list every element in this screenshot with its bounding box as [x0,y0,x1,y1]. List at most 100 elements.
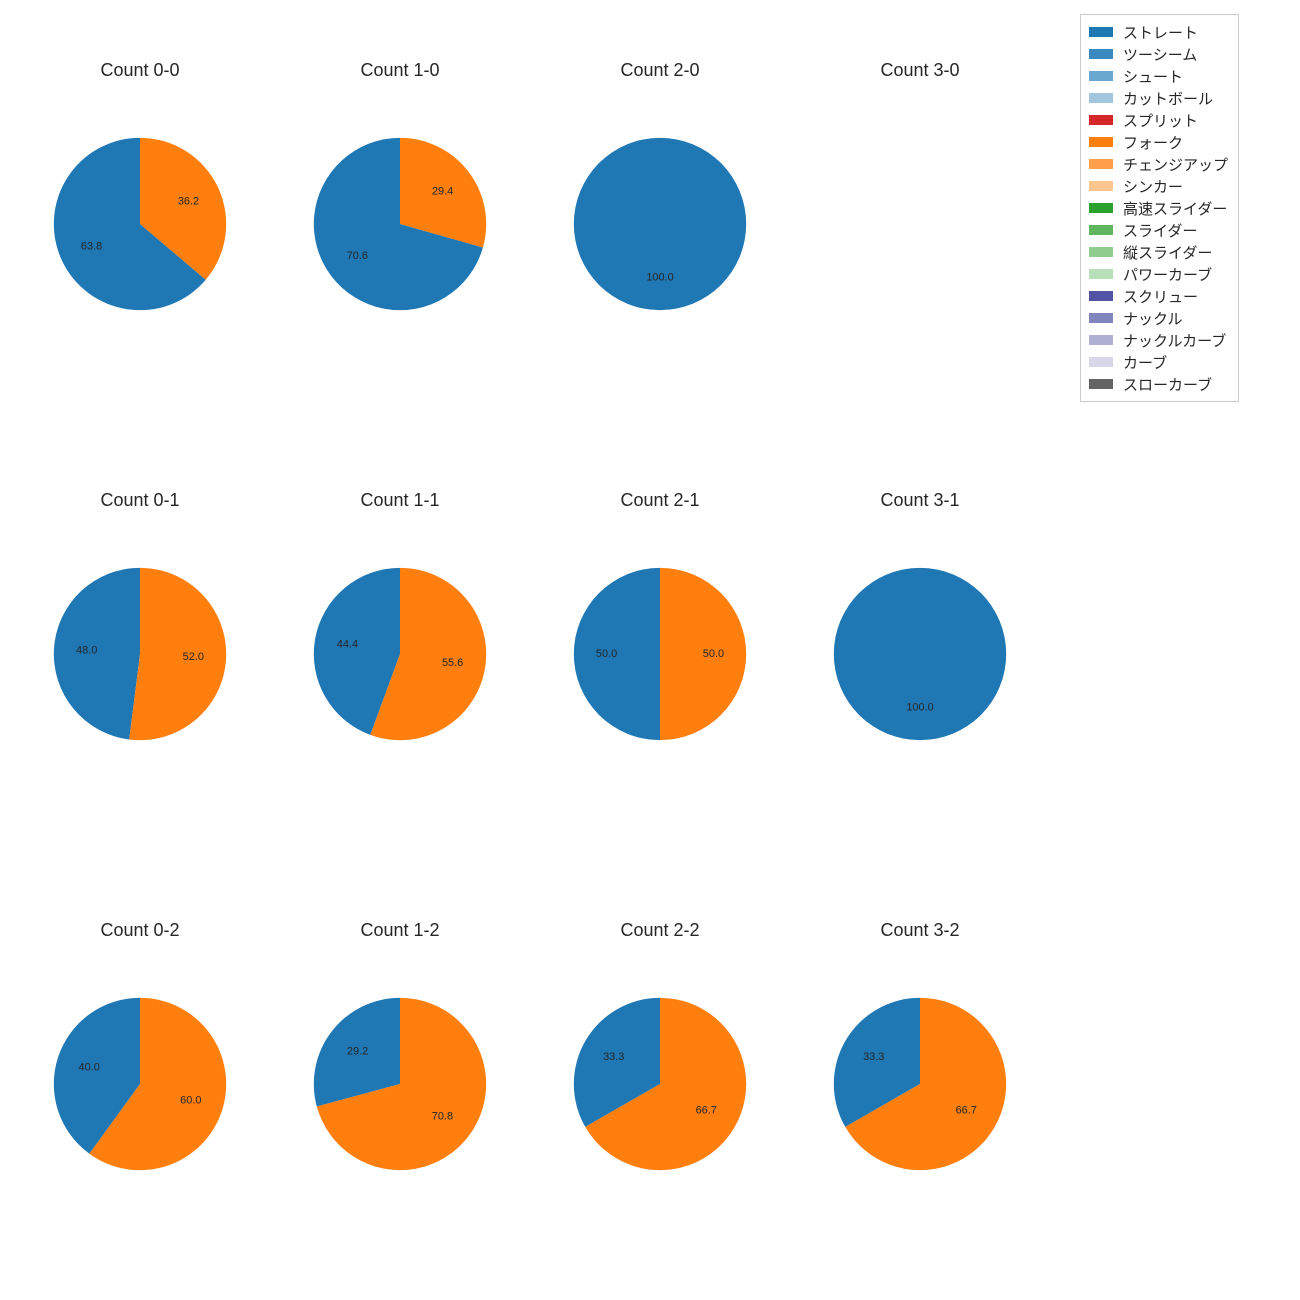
pie-slice-label: 50.0 [703,648,724,660]
legend-swatch [1089,225,1113,235]
legend-label: カットボール [1123,88,1213,109]
legend-swatch [1089,115,1113,125]
pie-slice-label: 36.2 [178,195,199,207]
legend-label: スクリュー [1123,286,1198,307]
legend-item: フォーク [1089,131,1228,153]
legend-swatch [1089,357,1113,367]
pie-slice-label: 60.0 [180,1094,201,1106]
pie-slice-label: 55.6 [442,657,463,669]
pie-slice-label: 52.0 [183,651,204,663]
legend-item: ストレート [1089,21,1228,43]
legend-item: カーブ [1089,351,1228,373]
legend-label: スプリット [1123,110,1198,131]
legend-item: カットボール [1089,87,1228,109]
legend-swatch [1089,291,1113,301]
legend-swatch [1089,159,1113,169]
legend-swatch [1089,379,1113,389]
legend-label: カーブ [1123,352,1167,373]
pie-panel: Count 0-240.060.0 [10,920,270,1260]
legend-item: ナックルカーブ [1089,329,1228,351]
legend-item: スプリット [1089,109,1228,131]
legend-label: チェンジアップ [1123,154,1228,175]
legend-label: スライダー [1123,220,1197,241]
pie-slice-label: 70.8 [432,1110,453,1122]
pie-wrap: 100.0 [790,524,1050,784]
pie-slice-label: 100.0 [906,701,933,713]
legend-item: シンカー [1089,175,1228,197]
pie-slice [129,568,226,740]
legend-label: パワーカーブ [1123,264,1212,285]
legend-label: シュート [1123,66,1183,87]
pie-slice-label: 70.6 [347,250,368,262]
legend: ストレートツーシームシュートカットボールスプリットフォークチェンジアップシンカー… [1080,14,1239,402]
pie-wrap: 50.0 50.0 [530,524,790,784]
pie-panel: Count 1-229.270.8 [270,920,530,1260]
legend-swatch [1089,49,1113,59]
legend-label: ナックルカーブ [1123,330,1226,351]
pie-panel: Count 3-1100.0 [790,490,1050,830]
pie-slice-label: 66.7 [696,1105,717,1117]
pie-wrap [790,94,1050,354]
legend-label: シンカー [1123,176,1183,197]
pie-slice-label: 40.0 [79,1061,100,1073]
legend-item: パワーカーブ [1089,263,1228,285]
pie-wrap: 33.3 66.7 [790,954,1050,1214]
pie-wrap: 29.2 70.8 [270,954,530,1214]
pie-panel: Count 2-150.050.0 [530,490,790,830]
chart-canvas: Count 0-063.836.2Count 1-070.629.4Count … [0,0,1300,1300]
legend-swatch [1089,203,1113,213]
pie-wrap: 44.4 55.6 [270,524,530,784]
legend-label: ナックル [1123,308,1183,329]
pie-panel: Count 1-144.455.6 [270,490,530,830]
pie-slice [834,568,1006,740]
pie-slice-label: 29.2 [347,1045,368,1057]
legend-label: 縦スライダー [1123,242,1212,263]
pie-panel: Count 3-233.366.7 [790,920,1050,1260]
pie-wrap: 70.6 29.4 [270,94,530,354]
legend-swatch [1089,137,1113,147]
pie-slice-label: 29.4 [432,186,453,198]
pie-slice-label: 33.3 [603,1051,624,1063]
legend-item: スクリュー [1089,285,1228,307]
legend-label: ストレート [1123,22,1198,43]
legend-item: 縦スライダー [1089,241,1228,263]
legend-swatch [1089,71,1113,81]
pie-slice-label: 63.8 [81,240,102,252]
legend-swatch [1089,181,1113,191]
pie-wrap: 48.0 52.0 [10,524,270,784]
legend-item: ツーシーム [1089,43,1228,65]
pie-panel: Count 2-0100.0 [530,60,790,400]
pie-panel: Count 0-063.836.2 [10,60,270,400]
pie-wrap: 33.3 66.7 [530,954,790,1214]
legend-item: シュート [1089,65,1228,87]
legend-swatch [1089,313,1113,323]
pie-wrap: 40.0 60.0 [10,954,270,1214]
pie-panel: Count 2-233.366.7 [530,920,790,1260]
legend-swatch [1089,335,1113,345]
pie-panel: Count 1-070.629.4 [270,60,530,400]
pie-slice-label: 66.7 [956,1105,977,1117]
legend-item: スライダー [1089,219,1228,241]
legend-swatch [1089,93,1113,103]
pie-slice-label: 33.3 [863,1051,884,1063]
legend-item: チェンジアップ [1089,153,1228,175]
pie-wrap: 63.8 36.2 [10,94,270,354]
legend-item: 高速スライダー [1089,197,1228,219]
pie-slice-label: 48.0 [76,645,97,657]
legend-item: ナックル [1089,307,1228,329]
legend-item: スローカーブ [1089,373,1228,395]
pie-slice-label: 50.0 [596,648,617,660]
legend-label: フォーク [1123,132,1183,153]
pie-panel: Count 0-148.052.0 [10,490,270,830]
legend-swatch [1089,247,1113,257]
pie-slice [574,138,746,310]
legend-swatch [1089,27,1113,37]
panel-title: Count 3-0 [790,60,1050,81]
pie-wrap: 100.0 [530,94,790,354]
legend-swatch [1089,269,1113,279]
legend-label: スローカーブ [1123,374,1212,395]
pie-slice-label: 100.0 [646,271,673,283]
legend-label: ツーシーム [1123,44,1197,65]
pie-panel: Count 3-0 [790,60,1050,400]
pie-slice-label: 44.4 [337,639,358,651]
